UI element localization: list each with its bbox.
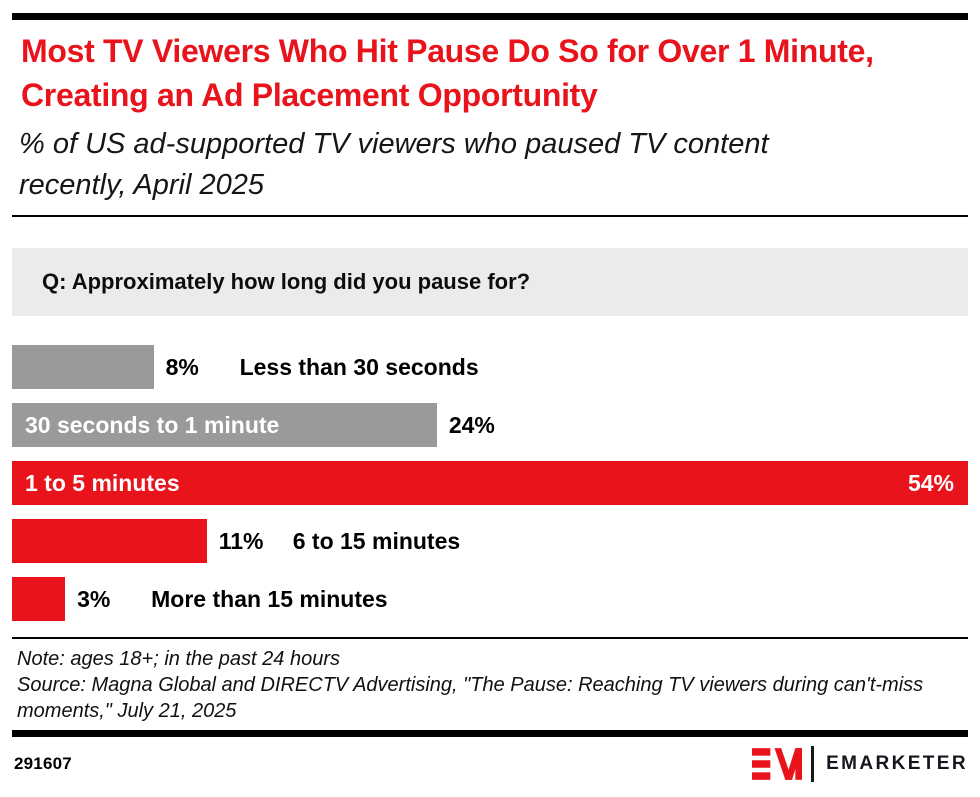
bar-label: 30 seconds to 1 minute [25,411,280,438]
top-rule [12,13,968,20]
bar-value: 8% [165,353,199,380]
bar: 30 seconds to 1 minute [12,403,437,447]
em-monogram-icon [752,748,803,780]
bar-label: 1 to 5 minutes [25,469,180,496]
emarketer-logo: EMARKETER [752,746,968,782]
source-text: Source: Magna Global and DIRECTV Adverti… [17,674,924,722]
bar-label: Less than 30 seconds [239,353,479,380]
question-box: Q: Approximately how long did you pause … [12,248,968,316]
bar [12,345,154,389]
question-text: Q: Approximately how long did you pause … [42,269,531,294]
bar-label: More than 15 minutes [151,585,388,612]
bar-label: 6 to 15 minutes [292,527,461,554]
footer: 291607 EMARKETER [12,746,968,782]
bar-row: 1 to 5 minutes 54% [12,461,968,505]
bar-value: 3% [77,585,111,612]
emarketer-wordmark: EMARKETER [826,753,968,774]
bar [12,519,207,563]
notes: Note: ages 18+; in the past 24 hours Sou… [12,646,968,724]
bar-row: 8% Less than 30 seconds [12,345,968,389]
page-title: Most TV Viewers Who Hit Pause Do So for … [21,33,874,113]
bar-value: 54% [907,469,954,496]
bar-chart: 8% Less than 30 seconds 30 seconds to 1 … [12,345,968,621]
notes-divider [12,637,968,639]
bar [12,577,66,621]
bar-value: 24% [448,411,495,438]
page-subtitle: % of US ad-supported TV viewers who paus… [19,128,769,201]
bar-row: 30 seconds to 1 minute 24% [12,403,968,447]
chart-id: 291607 [14,754,72,773]
bar-row: 3% More than 15 minutes [12,577,968,621]
logo-divider [811,746,815,782]
bar: 1 to 5 minutes 54% [12,461,968,505]
bar-value: 11% [218,527,264,554]
bottom-rule [12,730,968,737]
bar-row: 11% 6 to 15 minutes [12,519,968,563]
note-text: Note: ages 18+; in the past 24 hours [17,648,340,670]
header-divider [12,215,968,217]
